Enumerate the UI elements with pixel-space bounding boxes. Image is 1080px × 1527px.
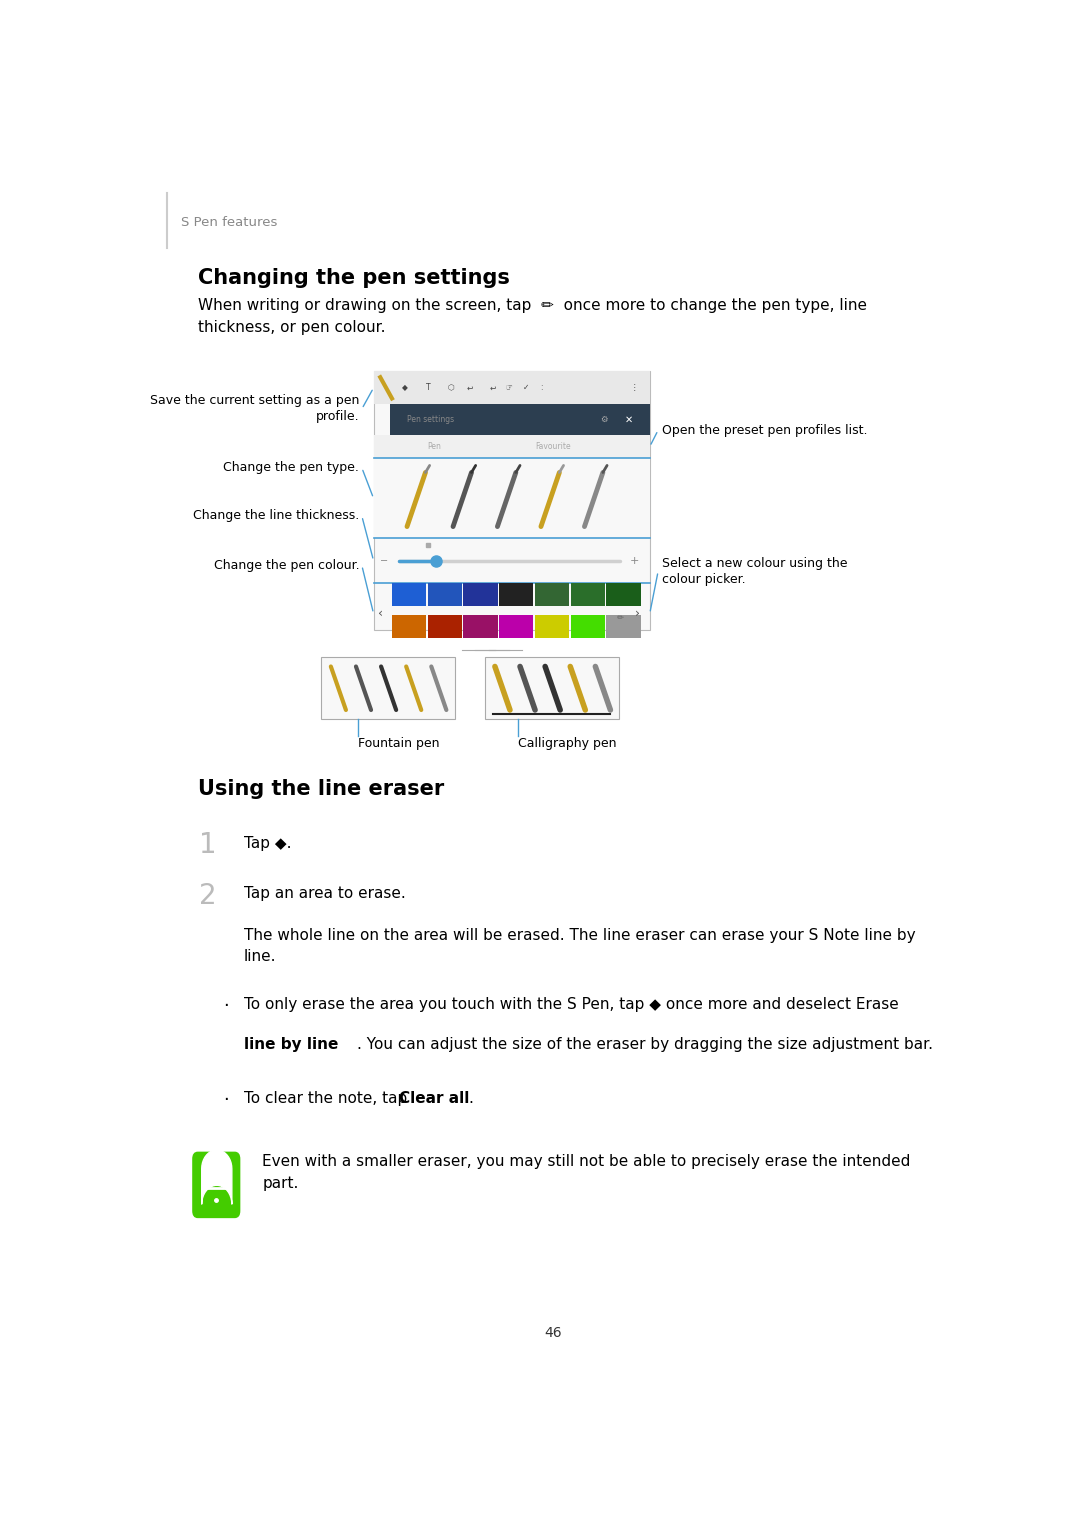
Text: Even with a smaller eraser, you may still not be able to precisely erase the int: Even with a smaller eraser, you may stil…: [262, 1154, 910, 1191]
FancyBboxPatch shape: [321, 657, 455, 719]
FancyBboxPatch shape: [428, 583, 462, 606]
Text: Pen: Pen: [428, 443, 442, 450]
Text: 1: 1: [200, 831, 217, 860]
Text: .: .: [468, 1090, 473, 1106]
FancyBboxPatch shape: [428, 615, 462, 638]
Text: Change the pen type.: Change the pen type.: [224, 461, 360, 475]
Text: Tap an area to erase.: Tap an area to erase.: [244, 886, 406, 901]
FancyBboxPatch shape: [374, 371, 650, 631]
FancyBboxPatch shape: [485, 657, 619, 719]
FancyBboxPatch shape: [390, 405, 650, 435]
Text: Tap ◆.: Tap ◆.: [244, 835, 292, 851]
Text: T: T: [426, 383, 430, 392]
FancyBboxPatch shape: [499, 615, 534, 638]
Text: The whole line on the area will be erased. The line eraser can erase your S Note: The whole line on the area will be erase…: [244, 927, 916, 964]
Text: . You can adjust the size of the eraser by dragging the size adjustment bar.: . You can adjust the size of the eraser …: [356, 1037, 933, 1052]
Text: ↩: ↩: [489, 383, 496, 392]
Text: ✕: ✕: [624, 414, 633, 425]
FancyBboxPatch shape: [374, 458, 650, 539]
Text: ⚙: ⚙: [600, 415, 607, 425]
Text: ✓: ✓: [523, 383, 529, 392]
Text: ⋮: ⋮: [631, 383, 638, 392]
FancyBboxPatch shape: [463, 583, 498, 606]
FancyBboxPatch shape: [570, 615, 605, 638]
Text: Using the line eraser: Using the line eraser: [198, 779, 444, 799]
Text: Calligraphy pen: Calligraphy pen: [518, 738, 617, 750]
Text: Favourite: Favourite: [536, 443, 571, 450]
Text: +: +: [630, 556, 639, 565]
Text: To clear the note, tap: To clear the note, tap: [244, 1090, 411, 1106]
Text: When writing or drawing on the screen, tap  ✏  once more to change the pen type,: When writing or drawing on the screen, t…: [198, 298, 867, 334]
FancyBboxPatch shape: [535, 583, 569, 606]
Text: ☞: ☞: [505, 383, 513, 392]
FancyBboxPatch shape: [374, 435, 650, 458]
Text: To only erase the area you touch with the S Pen, tap ◆ once more and deselect Er: To only erase the area you touch with th…: [244, 997, 899, 1012]
FancyBboxPatch shape: [607, 615, 640, 638]
Text: S Pen features: S Pen features: [181, 215, 278, 229]
Text: Save the current setting as a pen
profile.: Save the current setting as a pen profil…: [150, 394, 360, 423]
Text: Clear all: Clear all: [399, 1090, 469, 1106]
Text: ·: ·: [222, 997, 229, 1015]
Text: 46: 46: [544, 1325, 563, 1341]
FancyBboxPatch shape: [607, 583, 640, 606]
FancyBboxPatch shape: [499, 583, 534, 606]
Text: 2: 2: [200, 881, 217, 910]
FancyBboxPatch shape: [193, 1153, 239, 1217]
Text: ✏: ✏: [617, 612, 624, 621]
Text: ‹: ‹: [378, 608, 382, 620]
Text: ⬡: ⬡: [447, 383, 454, 392]
Text: line by line: line by line: [244, 1037, 338, 1052]
FancyBboxPatch shape: [463, 615, 498, 638]
Text: ↩: ↩: [467, 383, 473, 392]
Text: ›: ›: [635, 608, 639, 620]
Text: Change the pen colour.: Change the pen colour.: [214, 559, 360, 573]
FancyBboxPatch shape: [392, 615, 426, 638]
Text: ·: ·: [222, 1090, 229, 1109]
Text: −: −: [379, 556, 388, 565]
FancyBboxPatch shape: [535, 615, 569, 638]
Text: Changing the pen settings: Changing the pen settings: [198, 267, 510, 289]
Text: Pen settings: Pen settings: [407, 415, 455, 425]
FancyBboxPatch shape: [392, 583, 426, 606]
FancyBboxPatch shape: [374, 371, 650, 405]
FancyBboxPatch shape: [570, 583, 605, 606]
Text: ◆: ◆: [403, 383, 408, 392]
Text: :: :: [540, 383, 542, 392]
Text: Open the preset pen profiles list.: Open the preset pen profiles list.: [662, 423, 868, 437]
Text: Select a new colour using the
colour picker.: Select a new colour using the colour pic…: [662, 557, 848, 586]
Text: Fountain pen: Fountain pen: [359, 738, 440, 750]
Text: Change the line thickness.: Change the line thickness.: [193, 510, 360, 522]
